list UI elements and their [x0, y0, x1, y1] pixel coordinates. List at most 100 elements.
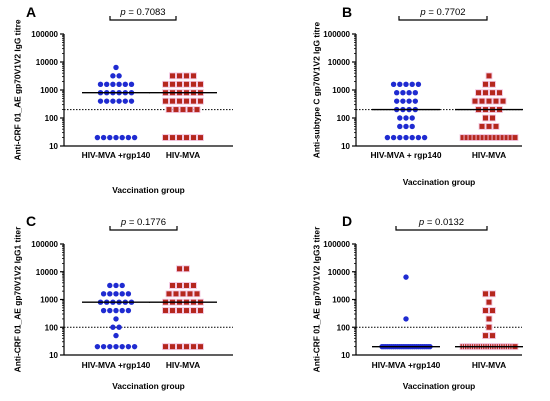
data-point — [486, 73, 492, 79]
data-point — [406, 98, 412, 104]
y-tick-label: 100 — [45, 114, 59, 123]
data-point — [113, 64, 119, 71]
data-point — [479, 98, 485, 104]
significance-bracket — [395, 226, 488, 231]
data-point — [476, 135, 482, 141]
data-point — [184, 135, 189, 141]
data-point — [119, 343, 125, 350]
data-point — [125, 291, 132, 297]
category-label: HIV-MVA — [166, 150, 200, 160]
data-point — [191, 81, 196, 87]
data-point — [394, 98, 400, 104]
data-point — [107, 307, 113, 314]
data-point — [403, 274, 409, 280]
x-axis-label: Vaccination group — [403, 177, 476, 187]
y-tick-label: 10 — [49, 142, 58, 151]
data-point — [125, 307, 132, 314]
y-tick-label: 10 — [49, 351, 58, 360]
data-point — [512, 135, 518, 141]
data-point — [479, 123, 485, 129]
data-point — [163, 81, 168, 87]
x-axis-label: Vaccination group — [112, 185, 185, 195]
data-point — [119, 307, 125, 314]
data-point — [412, 90, 418, 96]
data-point — [397, 123, 403, 130]
data-point — [397, 81, 403, 87]
data-point — [177, 73, 182, 79]
data-point — [415, 134, 422, 141]
data-point — [486, 98, 492, 104]
y-axis-label: Anti-CRF 01_AE gp70V1V2 IgG titre — [12, 19, 22, 160]
data-point — [390, 81, 397, 87]
data-point — [180, 107, 186, 113]
data-point — [166, 107, 172, 113]
data-point — [500, 135, 506, 141]
data-point — [409, 123, 415, 130]
data-point — [100, 134, 107, 141]
category-label: HIV-MVA + rgp140 — [371, 150, 442, 160]
data-point — [198, 344, 203, 350]
data-point — [490, 115, 495, 121]
data-point — [490, 333, 495, 339]
data-point — [488, 135, 494, 141]
data-point — [400, 90, 406, 96]
data-point — [191, 73, 196, 79]
data-point — [113, 282, 119, 289]
data-point — [184, 308, 189, 314]
y-tick-label: 1000 — [332, 296, 350, 305]
p-value: = 0.1776 — [126, 217, 166, 228]
data-point — [493, 98, 499, 104]
data-point — [184, 73, 189, 79]
data-point — [163, 135, 168, 141]
y-tick-label: 100 — [337, 114, 351, 123]
y-tick-label: 100000 — [323, 240, 350, 249]
data-point — [113, 307, 119, 314]
data-point — [394, 90, 400, 96]
data-point — [472, 98, 478, 104]
p-value-label: p = 0.7083 — [119, 7, 165, 18]
data-point — [184, 266, 189, 272]
data-point — [472, 135, 478, 141]
data-point — [104, 81, 110, 87]
series-hiv-mva-rgp140 — [372, 81, 440, 141]
p-value: = 0.0132 — [424, 217, 464, 228]
data-point — [483, 308, 488, 314]
data-point — [166, 291, 172, 297]
data-point — [113, 343, 119, 350]
data-point — [107, 134, 113, 141]
data-point — [483, 81, 488, 87]
data-point — [198, 98, 203, 104]
data-point — [384, 134, 391, 141]
data-point — [490, 291, 495, 297]
data-point — [113, 332, 119, 339]
y-tick-label: 10000 — [328, 58, 351, 67]
data-point — [170, 73, 175, 79]
data-point — [191, 344, 196, 350]
data-point — [97, 98, 104, 104]
panel-letter: B — [342, 4, 352, 20]
data-point — [94, 134, 101, 141]
y-tick-label: 100000 — [31, 30, 58, 39]
data-point — [412, 98, 418, 104]
data-point — [191, 135, 196, 141]
data-point — [198, 81, 203, 87]
y-axis-label: Anti-subtype C gp70V1V2 IgG titre — [311, 21, 321, 158]
data-point — [490, 81, 495, 87]
data-point — [125, 343, 132, 350]
data-point — [122, 81, 128, 87]
data-point — [480, 135, 486, 141]
data-point — [187, 107, 193, 113]
data-point — [184, 344, 189, 350]
data-point — [400, 98, 406, 104]
data-point — [119, 291, 125, 297]
data-point — [173, 107, 179, 113]
data-point — [191, 308, 196, 314]
data-point — [508, 135, 514, 141]
data-point — [486, 316, 492, 322]
data-point — [173, 291, 179, 297]
data-point — [170, 81, 175, 87]
data-point — [94, 343, 101, 350]
